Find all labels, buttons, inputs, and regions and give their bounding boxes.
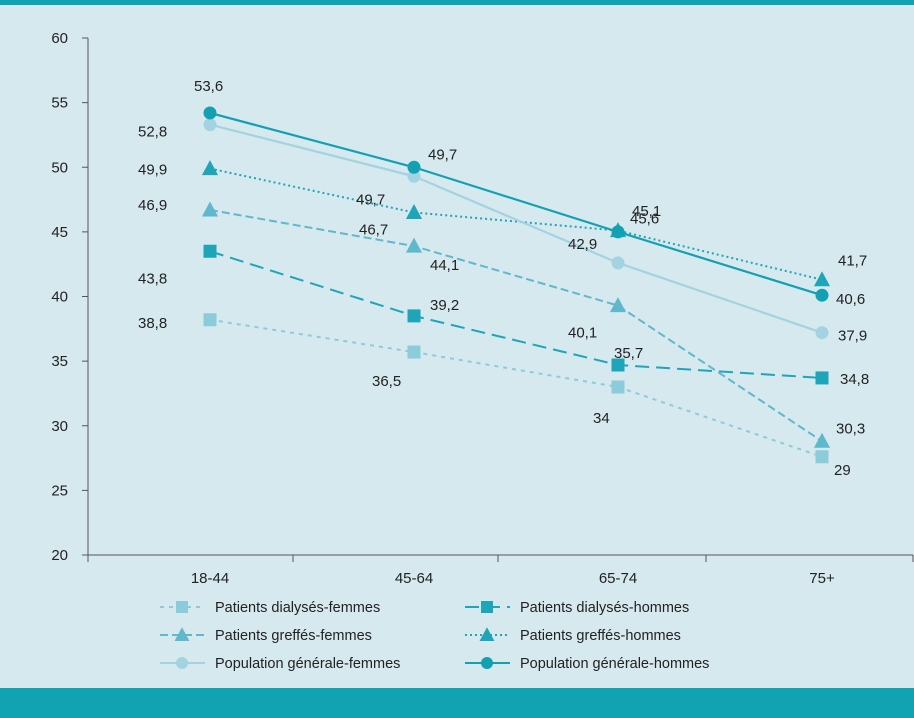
bottom-accent-bar — [0, 688, 914, 718]
data-label: 49,7 — [428, 146, 457, 163]
y-tick-label: 55 — [51, 95, 68, 112]
data-point-marker — [201, 201, 219, 217]
legend-marker — [176, 601, 188, 613]
data-label: 45,6 — [630, 211, 659, 228]
series-line — [209, 208, 823, 443]
legend-label: Patients greffés-hommes — [520, 628, 681, 644]
data-label: 41,7 — [838, 253, 867, 270]
legend-item: Population générale-femmes — [160, 656, 400, 672]
data-label: 53,6 — [194, 78, 223, 95]
data-point-marker — [611, 256, 625, 270]
legend-item: Patients dialysés-hommes — [465, 600, 689, 616]
data-point-marker — [813, 271, 831, 287]
legend-item: Patients greffés-hommes — [465, 627, 681, 644]
data-label: 36,5 — [372, 373, 401, 390]
data-point-marker — [203, 244, 217, 258]
y-tick-label: 35 — [51, 353, 68, 370]
data-point-marker — [405, 237, 423, 253]
y-tick-label: 25 — [51, 482, 68, 499]
data-point-marker — [407, 169, 421, 183]
data-label: 37,9 — [838, 328, 867, 345]
x-axis-ticks: 18-44 45-64 65-74 75+ — [87, 555, 914, 587]
series-line — [209, 167, 823, 281]
y-tick-label: 45 — [51, 224, 68, 241]
top-accent-bar — [0, 0, 914, 5]
series-layer — [201, 106, 831, 464]
legend-label: Patients greffés-femmes — [215, 628, 372, 644]
y-tick-label: 30 — [51, 418, 68, 435]
data-label: 34,8 — [840, 371, 869, 388]
y-axis-ticks: 20 25 30 35 40 45 50 55 60 — [51, 30, 88, 564]
data-point-marker — [611, 380, 625, 394]
legend: Patients dialysés-femmes Patients dialysé… — [160, 600, 709, 672]
data-labels-layer: 38,8 36,5 34 29 43,8 39,2 35,7 34,8 46,9 44,1 40,1… — [138, 78, 869, 479]
data-label: 44,1 — [430, 257, 459, 274]
legend-label: Patients dialysés-hommes — [520, 600, 689, 616]
data-point-marker — [611, 358, 625, 372]
x-tick-label: 18-44 — [191, 570, 229, 587]
legend-marker — [481, 601, 493, 613]
data-point-marker — [813, 432, 831, 448]
series-group — [203, 106, 829, 302]
y-tick-label: 50 — [51, 159, 68, 176]
legend-item: Patients greffés-femmes — [160, 627, 372, 644]
data-label: 34 — [593, 410, 610, 427]
legend-marker — [479, 627, 495, 642]
legend-item: Population générale-hommes — [465, 656, 709, 672]
data-label: 38,8 — [138, 315, 167, 332]
legend-label: Patients dialysés-femmes — [215, 600, 380, 616]
data-point-marker — [815, 326, 829, 340]
data-point-marker — [609, 297, 627, 313]
data-point-marker — [815, 288, 829, 302]
data-label: 46,7 — [359, 221, 388, 238]
legend-item: Patients dialysés-femmes — [160, 600, 380, 616]
legend-label: Population générale-femmes — [215, 656, 400, 672]
y-tick-label: 20 — [51, 547, 68, 564]
data-label: 39,2 — [430, 297, 459, 314]
data-label: 35,7 — [614, 345, 643, 362]
legend-label: Population générale-hommes — [520, 656, 709, 672]
series-group — [203, 244, 829, 385]
data-label: 43,8 — [138, 270, 167, 287]
data-label: 29 — [834, 462, 851, 479]
data-label: 52,8 — [138, 124, 167, 141]
data-point-marker — [203, 313, 217, 327]
series-group — [201, 201, 831, 448]
data-point-marker — [203, 118, 217, 132]
data-label: 49,7 — [356, 191, 385, 208]
y-tick-label: 60 — [51, 30, 68, 47]
data-label: 49,9 — [138, 162, 167, 179]
data-label: 42,9 — [568, 236, 597, 253]
series-line — [209, 123, 823, 334]
legend-marker — [174, 627, 190, 642]
data-point-marker — [815, 371, 829, 385]
y-tick-label: 40 — [51, 289, 68, 306]
series-group — [203, 313, 829, 464]
series-line — [209, 250, 823, 379]
data-point-marker — [407, 345, 421, 359]
data-label: 45,1 — [632, 203, 661, 220]
data-point-marker — [407, 160, 421, 174]
data-point-marker — [611, 225, 625, 239]
x-tick-label: 45-64 — [395, 570, 433, 587]
legend-marker — [176, 657, 188, 669]
data-point-marker — [203, 106, 217, 120]
series-line — [209, 111, 823, 297]
legend-marker — [481, 657, 493, 669]
data-point-marker — [407, 309, 421, 323]
data-label: 40,6 — [836, 291, 865, 308]
data-label: 46,9 — [138, 197, 167, 214]
series-group — [203, 118, 829, 340]
data-label: 30,3 — [836, 420, 865, 437]
x-tick-label: 65-74 — [599, 570, 637, 587]
data-label: 40,1 — [568, 325, 597, 342]
data-point-marker — [405, 204, 423, 220]
data-point-marker — [815, 450, 829, 464]
data-point-marker — [201, 160, 219, 176]
x-tick-label: 75+ — [809, 570, 835, 587]
